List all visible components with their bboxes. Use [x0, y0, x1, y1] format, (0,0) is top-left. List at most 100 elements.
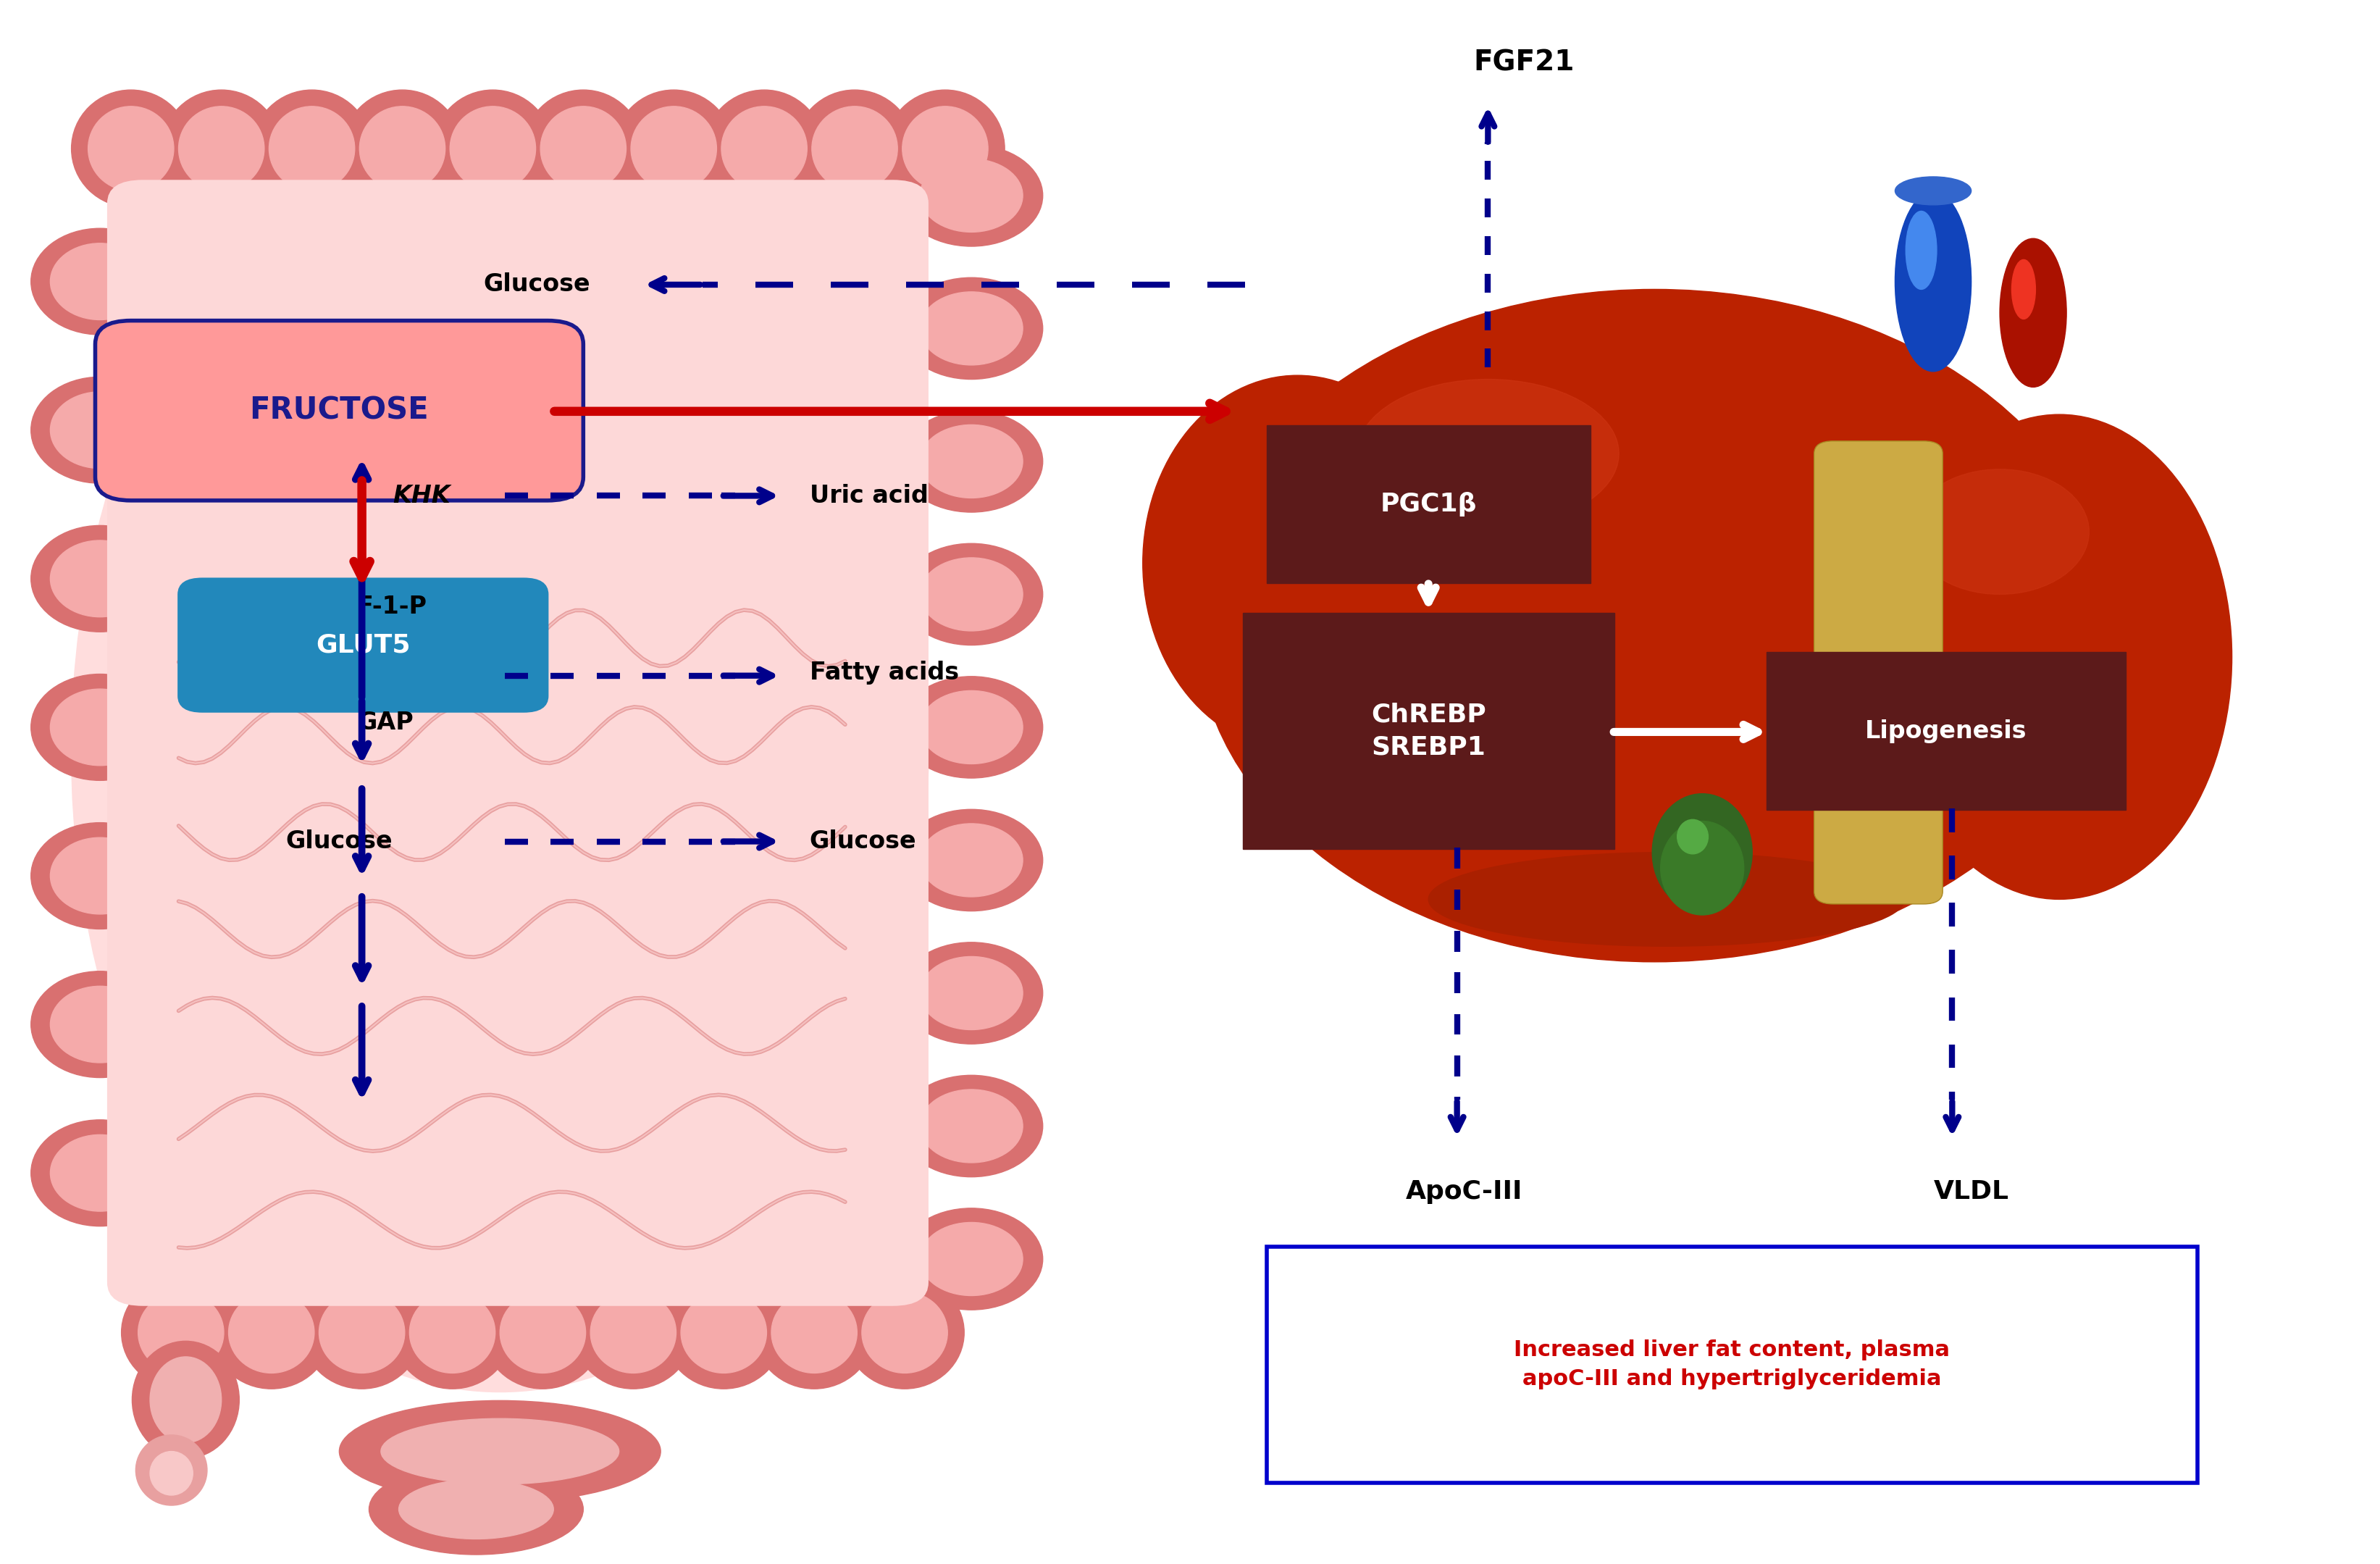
Ellipse shape: [1906, 211, 1937, 289]
Ellipse shape: [31, 971, 169, 1078]
Ellipse shape: [900, 677, 1042, 779]
Ellipse shape: [524, 89, 643, 208]
Ellipse shape: [919, 1223, 1023, 1295]
Ellipse shape: [919, 160, 1023, 231]
Text: VLDL: VLDL: [1933, 1179, 2009, 1204]
Ellipse shape: [400, 1480, 552, 1539]
Ellipse shape: [450, 106, 536, 191]
Ellipse shape: [1894, 192, 1971, 372]
Ellipse shape: [228, 1292, 314, 1373]
Ellipse shape: [900, 1076, 1042, 1178]
Ellipse shape: [50, 838, 150, 913]
Ellipse shape: [704, 89, 823, 208]
Ellipse shape: [269, 106, 355, 191]
Ellipse shape: [631, 106, 716, 191]
Ellipse shape: [150, 1356, 221, 1442]
Ellipse shape: [50, 393, 150, 468]
Ellipse shape: [1659, 821, 1742, 915]
Ellipse shape: [900, 278, 1042, 378]
Ellipse shape: [900, 145, 1042, 246]
Text: Lipogenesis: Lipogenesis: [1866, 719, 2025, 743]
Ellipse shape: [919, 558, 1023, 630]
Ellipse shape: [664, 1276, 783, 1389]
Ellipse shape: [50, 244, 150, 319]
Ellipse shape: [31, 823, 169, 929]
FancyBboxPatch shape: [1814, 441, 1942, 904]
Ellipse shape: [885, 89, 1004, 208]
Text: ChREBP
SREBP1: ChREBP SREBP1: [1371, 702, 1485, 760]
Ellipse shape: [393, 1276, 512, 1389]
Ellipse shape: [919, 1090, 1023, 1162]
Ellipse shape: [1652, 793, 1752, 910]
Ellipse shape: [162, 89, 281, 208]
Ellipse shape: [902, 106, 988, 191]
Text: Increased liver fat content, plasma
apoC-III and hypertriglyceridemia: Increased liver fat content, plasma apoC…: [1514, 1339, 1949, 1390]
Ellipse shape: [302, 1276, 421, 1389]
Ellipse shape: [50, 987, 150, 1062]
Text: Glucose: Glucose: [286, 829, 393, 854]
Text: GAP: GAP: [357, 710, 414, 735]
Ellipse shape: [71, 89, 190, 208]
Ellipse shape: [1909, 469, 2090, 594]
Text: ApoC-III: ApoC-III: [1404, 1179, 1523, 1204]
Text: Uric acid: Uric acid: [809, 483, 928, 508]
Ellipse shape: [614, 89, 733, 208]
Ellipse shape: [1894, 177, 1971, 205]
Ellipse shape: [590, 1292, 676, 1373]
FancyBboxPatch shape: [178, 579, 547, 712]
Ellipse shape: [721, 106, 807, 191]
FancyBboxPatch shape: [1266, 1247, 2197, 1483]
Ellipse shape: [795, 89, 914, 208]
Ellipse shape: [50, 1135, 150, 1211]
Ellipse shape: [1885, 414, 2232, 899]
Ellipse shape: [900, 544, 1042, 646]
Ellipse shape: [1195, 289, 2113, 962]
Text: Glucose: Glucose: [483, 272, 590, 297]
Ellipse shape: [212, 1276, 331, 1389]
Ellipse shape: [1357, 380, 1618, 529]
Text: GLUT5: GLUT5: [317, 633, 409, 657]
Ellipse shape: [754, 1276, 873, 1389]
Ellipse shape: [50, 690, 150, 765]
FancyBboxPatch shape: [1766, 652, 2125, 810]
Text: F-1-P: F-1-P: [357, 594, 428, 619]
Ellipse shape: [1142, 375, 1452, 751]
Ellipse shape: [121, 1276, 240, 1389]
Ellipse shape: [369, 1464, 583, 1555]
Ellipse shape: [338, 1401, 662, 1501]
Ellipse shape: [133, 1342, 238, 1458]
Ellipse shape: [919, 957, 1023, 1029]
Ellipse shape: [540, 106, 626, 191]
Ellipse shape: [433, 89, 552, 208]
Text: PGC1β: PGC1β: [1380, 493, 1476, 516]
Ellipse shape: [409, 1292, 495, 1373]
Ellipse shape: [919, 824, 1023, 896]
Ellipse shape: [1999, 238, 2066, 386]
Ellipse shape: [136, 1436, 207, 1505]
Ellipse shape: [150, 1451, 193, 1495]
Ellipse shape: [381, 1419, 619, 1484]
Ellipse shape: [574, 1276, 693, 1389]
Ellipse shape: [31, 228, 169, 335]
FancyBboxPatch shape: [107, 180, 928, 1306]
Ellipse shape: [900, 1209, 1042, 1311]
Ellipse shape: [1676, 820, 1709, 854]
Text: KHK: KHK: [393, 483, 450, 508]
Ellipse shape: [31, 526, 169, 632]
Ellipse shape: [31, 674, 169, 780]
FancyBboxPatch shape: [1266, 425, 1590, 583]
Ellipse shape: [900, 410, 1042, 513]
Ellipse shape: [50, 541, 150, 616]
Ellipse shape: [88, 106, 174, 191]
Ellipse shape: [500, 1292, 585, 1373]
Ellipse shape: [845, 1276, 964, 1389]
Ellipse shape: [771, 1292, 857, 1373]
Ellipse shape: [862, 1292, 947, 1373]
Ellipse shape: [252, 89, 371, 208]
Ellipse shape: [919, 425, 1023, 497]
Ellipse shape: [178, 106, 264, 191]
Ellipse shape: [31, 1120, 169, 1226]
Ellipse shape: [31, 377, 169, 483]
Ellipse shape: [483, 1276, 602, 1389]
Ellipse shape: [319, 1292, 405, 1373]
